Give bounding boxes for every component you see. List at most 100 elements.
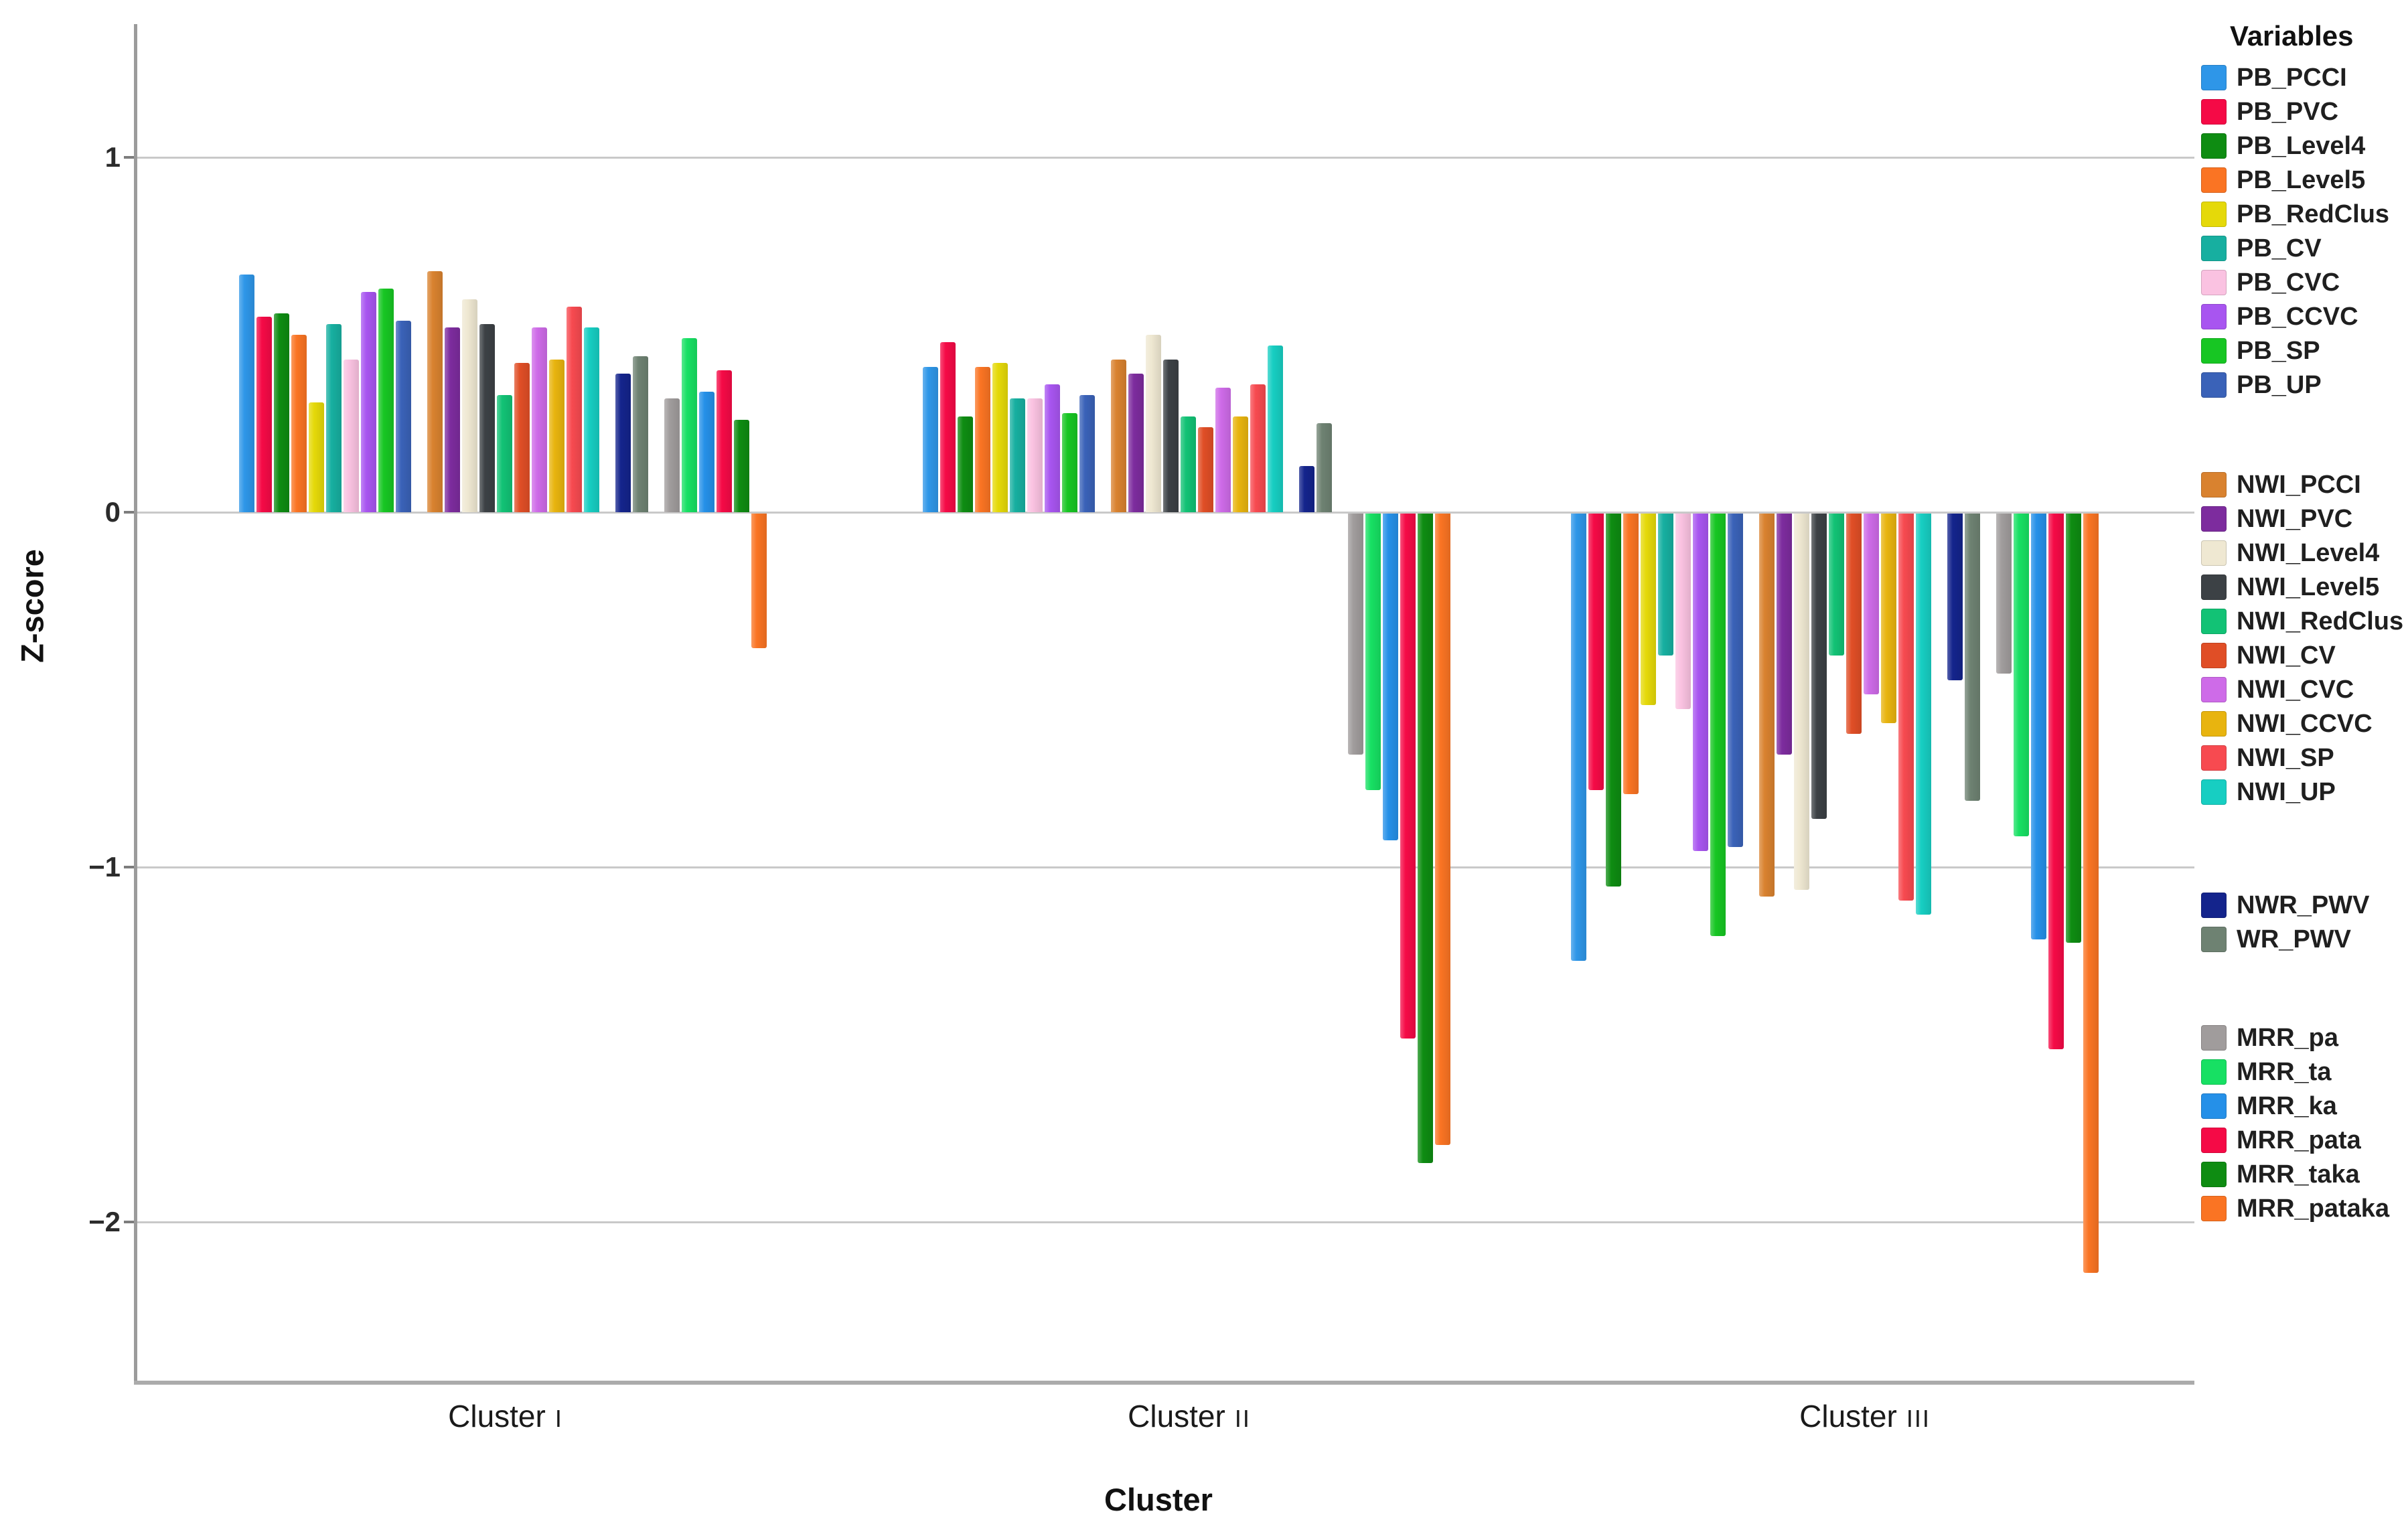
bar-nwi-sp-cluster-2 xyxy=(1250,384,1266,512)
legend-item-pb-sp: PB_SP xyxy=(2201,337,2402,368)
legend-swatch-icon xyxy=(2201,1128,2227,1153)
bar-pb-sp-cluster-1 xyxy=(378,289,394,512)
legend-item-nwi-sp: NWI_SP xyxy=(2201,744,2402,775)
bar-nwi-cv-cluster-1 xyxy=(514,363,530,512)
legend-label: PB_UP xyxy=(2237,371,2322,399)
legend-swatch-icon xyxy=(2201,1093,2227,1119)
legend-item-nwi-cv: NWI_CV xyxy=(2201,641,2402,672)
legend-item-mrr-pa: MRR_pa xyxy=(2201,1024,2402,1055)
bar-pb-ccvc-cluster-3 xyxy=(1693,514,1708,851)
legend-label: NWI_Level5 xyxy=(2237,573,2380,601)
bar-mrr-pataka-cluster-1 xyxy=(751,514,767,648)
legend-swatch-icon xyxy=(2201,1162,2227,1187)
bar-nwi-cvc-cluster-3 xyxy=(1864,514,1879,694)
legend-label: MRR_ka xyxy=(2237,1092,2337,1120)
legend-swatch-icon xyxy=(2201,1196,2227,1221)
legend-item-pb-up: PB_UP xyxy=(2201,371,2402,402)
bar-pb-level4-cluster-1 xyxy=(274,313,289,512)
x-category-numeral: II xyxy=(1234,1405,1251,1432)
bar-mrr-pa-cluster-3 xyxy=(1996,514,2012,674)
bar-mrr-pata-cluster-2 xyxy=(1400,514,1416,1039)
bar-nwi-redclus-cluster-2 xyxy=(1181,416,1196,512)
x-category-numeral: I xyxy=(554,1405,563,1432)
legend-label: WR_PWV xyxy=(2237,925,2351,953)
bar-pb-ccvc-cluster-1 xyxy=(361,292,376,512)
bar-pb-pcci-cluster-1 xyxy=(239,275,254,512)
legend-swatch-icon xyxy=(2201,304,2227,329)
x-category-numeral: III xyxy=(1906,1405,1931,1432)
legend-swatch-icon xyxy=(2201,202,2227,227)
legend-label: NWI_RedClus xyxy=(2237,607,2404,635)
legend-label: PB_Level4 xyxy=(2237,132,2366,160)
bar-wr-pwv-cluster-1 xyxy=(633,356,648,512)
bar-nwi-level5-cluster-3 xyxy=(1811,514,1827,819)
legend-swatch-icon xyxy=(2201,779,2227,805)
legend-label: NWI_PVC xyxy=(2237,505,2353,533)
bar-pb-cvc-cluster-1 xyxy=(344,360,359,512)
bar-pb-level4-cluster-2 xyxy=(958,416,973,512)
legend-swatch-icon xyxy=(2201,574,2227,600)
bar-nwi-pcci-cluster-2 xyxy=(1111,360,1126,512)
bar-nwi-level5-cluster-1 xyxy=(479,324,495,512)
legend-label: PB_CVC xyxy=(2237,269,2340,297)
bar-nwi-ccvc-cluster-2 xyxy=(1233,416,1248,512)
bar-pb-redclus-cluster-1 xyxy=(309,402,324,512)
legend-swatch-icon xyxy=(2201,609,2227,634)
bar-nwi-level5-cluster-2 xyxy=(1163,360,1179,512)
legend-item-mrr-pataka: MRR_pataka xyxy=(2201,1195,2402,1225)
bar-pb-level5-cluster-3 xyxy=(1623,514,1639,794)
bar-pb-cv-cluster-1 xyxy=(326,324,342,512)
bar-wr-pwv-cluster-2 xyxy=(1316,423,1332,512)
bar-pb-level5-cluster-2 xyxy=(975,367,990,512)
bar-nwr-pwv-cluster-1 xyxy=(615,374,631,512)
bar-pb-pvc-cluster-1 xyxy=(256,317,272,512)
y-tick-label: 0 xyxy=(104,496,121,528)
bar-nwi-redclus-cluster-3 xyxy=(1829,514,1844,656)
y-axis-tick xyxy=(124,156,134,159)
bar-mrr-ka-cluster-1 xyxy=(699,392,714,512)
legend-item-pb-cvc: PB_CVC xyxy=(2201,269,2402,299)
bar-nwi-redclus-cluster-1 xyxy=(497,395,512,512)
bar-mrr-pata-cluster-1 xyxy=(717,370,732,512)
bar-mrr-taka-cluster-2 xyxy=(1418,514,1433,1163)
legend-title: Variables xyxy=(2230,20,2354,52)
x-category-label-2: Cluster II xyxy=(1128,1398,1251,1434)
bar-nwr-pwv-cluster-2 xyxy=(1299,466,1314,512)
legend-label: MRR_taka xyxy=(2237,1160,2360,1188)
bar-nwi-pvc-cluster-1 xyxy=(445,327,460,512)
legend-label: NWI_Level4 xyxy=(2237,539,2380,567)
x-category-label-3: Cluster III xyxy=(1799,1398,1931,1434)
legend-swatch-icon xyxy=(2201,99,2227,125)
legend-label: NWI_SP xyxy=(2237,744,2334,772)
legend-swatch-icon xyxy=(2201,927,2227,952)
bar-mrr-pataka-cluster-2 xyxy=(1435,514,1450,1145)
legend-swatch-icon xyxy=(2201,65,2227,90)
legend-swatch-icon xyxy=(2201,372,2227,398)
bar-nwi-ccvc-cluster-3 xyxy=(1881,514,1896,723)
bar-pb-level5-cluster-1 xyxy=(291,335,307,512)
legend-swatch-icon xyxy=(2201,1059,2227,1085)
bar-pb-cvc-cluster-3 xyxy=(1675,514,1691,709)
legend-label: NWI_CCVC xyxy=(2237,710,2373,738)
legend-item-nwi-redclus: NWI_RedClus xyxy=(2201,607,2404,638)
legend-item-nwi-level4: NWI_Level4 xyxy=(2201,539,2402,570)
legend-item-mrr-ta: MRR_ta xyxy=(2201,1058,2402,1089)
bar-nwi-sp-cluster-3 xyxy=(1898,514,1914,901)
legend-label: PB_Level5 xyxy=(2237,166,2366,194)
bar-nwi-pvc-cluster-3 xyxy=(1777,514,1792,755)
bar-pb-level4-cluster-3 xyxy=(1606,514,1621,887)
bar-mrr-pataka-cluster-3 xyxy=(2083,514,2099,1273)
bar-nwi-cvc-cluster-2 xyxy=(1215,388,1231,512)
bar-nwi-cv-cluster-2 xyxy=(1198,427,1213,512)
legend-swatch-icon xyxy=(2201,893,2227,918)
y-axis-tick xyxy=(124,511,134,514)
legend-label: NWI_CV xyxy=(2237,641,2336,670)
legend-swatch-icon xyxy=(2201,236,2227,261)
y-tick-label: −2 xyxy=(88,1206,121,1237)
bar-pb-up-cluster-1 xyxy=(396,321,411,512)
legend-swatch-icon xyxy=(2201,677,2227,702)
bar-pb-pvc-cluster-2 xyxy=(940,342,956,512)
bar-mrr-taka-cluster-3 xyxy=(2066,514,2081,943)
legend-label: PB_PCCI xyxy=(2237,64,2347,92)
